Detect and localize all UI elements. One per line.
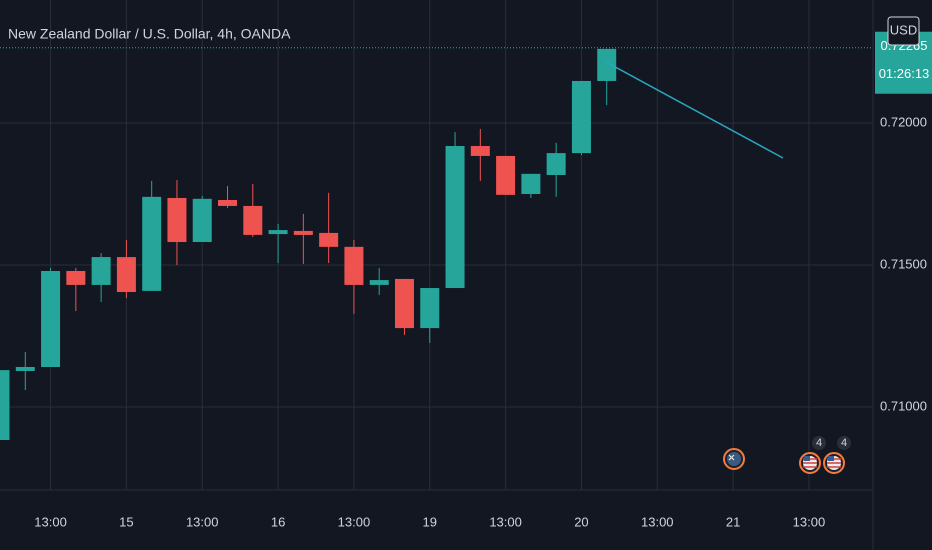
candle-body	[344, 246, 364, 285]
candle-body	[91, 257, 111, 285]
y-tick-label: 0.71000	[880, 398, 927, 413]
x-tick-label: 13:00	[793, 514, 826, 529]
event-badge	[837, 436, 851, 450]
event-icon[interactable]	[723, 448, 745, 470]
x-tick-label: 13:00	[34, 514, 67, 529]
candle-body	[571, 80, 591, 154]
candles	[0, 48, 617, 441]
currency-button[interactable]	[887, 16, 920, 46]
chart-title: New Zealand Dollar / U.S. Dollar, 4h, OA…	[8, 26, 291, 42]
y-tick-label: 0.72000	[880, 114, 927, 129]
candle-body	[268, 230, 288, 235]
event-badge	[812, 436, 826, 450]
candle-body	[192, 198, 212, 243]
x-tick-label: 13:00	[186, 514, 219, 529]
event-icon[interactable]	[799, 452, 821, 474]
candle-body	[243, 205, 263, 235]
event-count: 4	[841, 437, 847, 449]
candle-body	[420, 288, 440, 329]
candle-body	[142, 196, 162, 291]
candle-body	[597, 48, 617, 81]
x-tick-label: 19	[423, 514, 437, 529]
event-count: 4	[816, 437, 822, 449]
currency-label[interactable]: USD	[890, 22, 917, 37]
candle-body	[445, 146, 465, 289]
candle-body	[66, 270, 86, 285]
event-icon[interactable]	[823, 452, 845, 474]
candle-body	[218, 199, 238, 206]
candle-body	[15, 367, 35, 371]
y-tick-label: 0.71500	[880, 256, 927, 271]
x-tick-label: 20	[574, 514, 588, 529]
countdown: 01:26:13	[879, 66, 930, 81]
candle-body	[546, 153, 566, 175]
candle-body	[167, 197, 187, 243]
events: 4 4	[723, 436, 851, 474]
x-tick-label: 16	[271, 514, 285, 529]
x-tick-label: 13:00	[489, 514, 522, 529]
x-tick-label: 15	[119, 514, 133, 529]
candle-body	[319, 232, 339, 247]
candle-body	[496, 155, 516, 195]
candle-body	[394, 278, 414, 329]
x-tick-label: 13:00	[641, 514, 674, 529]
candle-body	[293, 230, 313, 235]
trend-line	[605, 61, 784, 159]
x-tick-label: 13:00	[338, 514, 371, 529]
candle-body	[116, 257, 136, 293]
candle-body	[0, 370, 10, 441]
candle-body	[369, 280, 389, 285]
candle-body	[41, 270, 61, 368]
x-tick-label: 21	[726, 514, 740, 529]
candle-body	[521, 173, 541, 195]
candle-body	[470, 146, 490, 156]
